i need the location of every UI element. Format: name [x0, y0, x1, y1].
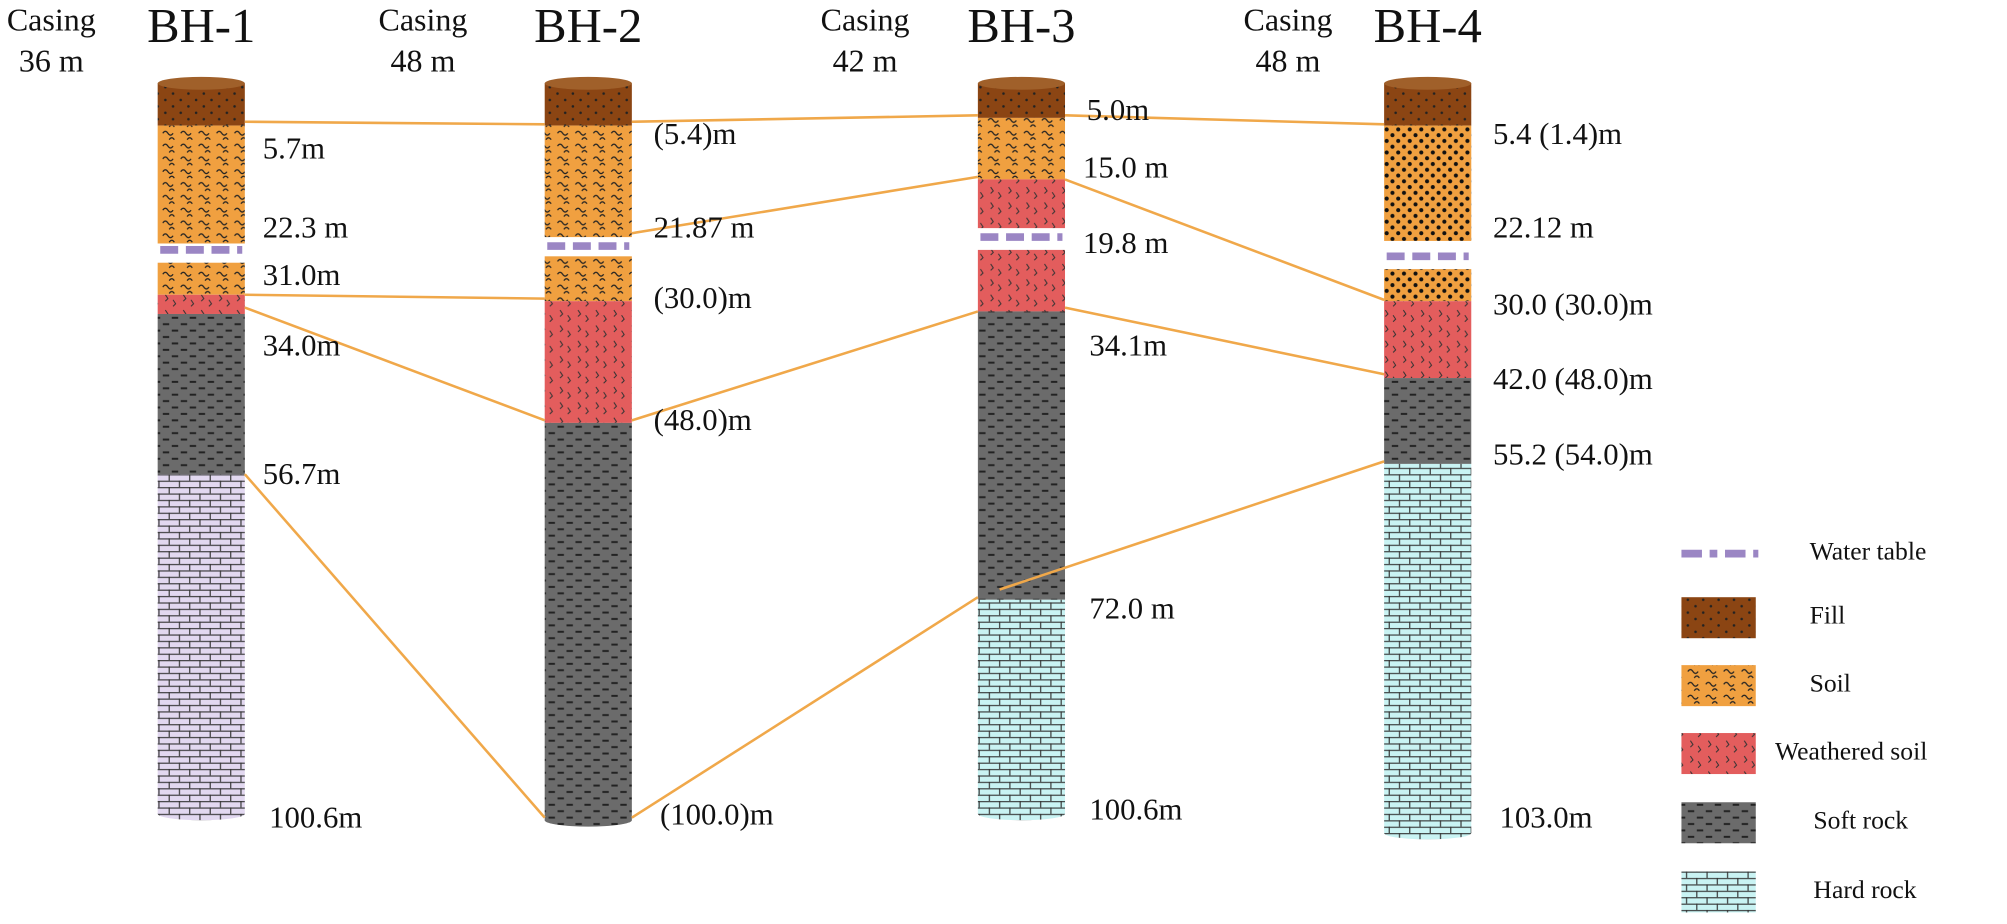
depth-label: 22.12 m — [1493, 211, 1594, 245]
borehole — [544, 76, 632, 827]
depth-label: (100.0)m — [660, 798, 774, 832]
depth-label: 103.0m — [1499, 800, 1592, 834]
legend-swatch — [1681, 802, 1756, 844]
depth-label: 30.0 (30.0)m — [1493, 288, 1653, 322]
borehole — [977, 76, 1066, 821]
column-bottom — [1384, 826, 1472, 840]
layer — [157, 474, 245, 814]
depth-label: 34.1m — [1089, 329, 1167, 363]
layer — [977, 179, 1066, 229]
layer — [977, 599, 1066, 814]
layer — [544, 301, 632, 423]
depth-label: 31.0m — [263, 258, 341, 292]
depth-label: 100.6m — [1089, 793, 1182, 827]
legend-label: Weathered soil — [1775, 736, 1927, 765]
column-bottom — [157, 807, 245, 821]
legend-label: Soft rock — [1813, 806, 1908, 835]
legend-label: Soil — [1810, 669, 1851, 698]
layer — [157, 83, 245, 126]
depth-label: (48.0)m — [654, 403, 752, 437]
layer — [544, 422, 632, 821]
column-top — [977, 76, 1066, 90]
column-bottom — [977, 807, 1066, 821]
legend-label: Water table — [1810, 537, 1927, 566]
layer — [1384, 463, 1472, 834]
depth-label: 42.0 (48.0)m — [1493, 362, 1653, 396]
layer — [544, 83, 632, 126]
borehole — [1384, 76, 1472, 840]
layer — [1384, 83, 1472, 126]
column-top — [544, 76, 632, 90]
column-bottom — [544, 813, 632, 827]
casing-label: Casing — [7, 1, 96, 37]
depth-label: 56.7m — [263, 457, 341, 491]
layer — [157, 262, 245, 295]
legend-label: Hard rock — [1813, 875, 1916, 904]
casing-depth: 48 m — [390, 42, 455, 78]
depth-label: 5.4 (1.4)m — [1493, 117, 1622, 151]
layer — [157, 294, 245, 314]
layer — [157, 125, 245, 244]
column-top — [1384, 76, 1472, 90]
column-top — [157, 76, 245, 90]
layer — [157, 313, 245, 475]
borehole — [157, 76, 245, 821]
layer — [977, 311, 1066, 600]
casing-depth: 42 m — [833, 42, 898, 78]
borehole-name: BH-1 — [147, 0, 255, 53]
layer — [544, 256, 632, 302]
depth-label: (30.0)m — [654, 281, 752, 315]
depth-label: 21.87 m — [654, 211, 755, 245]
layer — [1384, 269, 1472, 302]
legend-swatch — [1681, 733, 1756, 775]
layer — [1384, 378, 1472, 464]
casing-depth: 48 m — [1256, 42, 1321, 78]
depth-label: 72.0 m — [1089, 591, 1175, 625]
depth-label: 19.8 m — [1083, 226, 1169, 260]
legend-swatch — [1681, 597, 1756, 639]
casing-depth: 36 m — [19, 42, 84, 78]
depth-label: 100.6m — [269, 800, 362, 834]
casing-label: Casing — [378, 1, 467, 37]
depth-label: 5.7m — [263, 131, 325, 165]
borehole-name: BH-3 — [967, 0, 1075, 53]
legend-swatch — [1681, 665, 1756, 707]
legend-label: Fill — [1810, 601, 1846, 630]
depth-label: 34.0m — [263, 329, 341, 363]
layer — [977, 249, 1066, 312]
depth-label: (5.4)m — [654, 117, 737, 151]
depth-label: 15.0 m — [1083, 151, 1169, 185]
depth-label: 5.0m — [1087, 93, 1149, 127]
layer — [977, 117, 1066, 180]
borehole-name: BH-2 — [534, 0, 642, 53]
legend-swatch — [1681, 871, 1756, 913]
layer — [544, 125, 632, 238]
casing-label: Casing — [1244, 1, 1333, 37]
casing-label: Casing — [821, 1, 910, 37]
layer — [1384, 301, 1472, 379]
depth-label: 55.2 (54.0)m — [1493, 438, 1653, 472]
layer — [1384, 125, 1472, 241]
borehole-name: BH-4 — [1374, 0, 1482, 53]
depth-label: 22.3 m — [263, 211, 349, 245]
correlation-lines — [243, 114, 1385, 819]
